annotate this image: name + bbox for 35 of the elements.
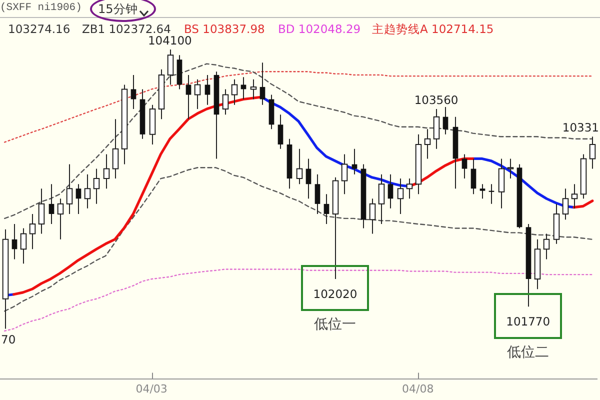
candlestick xyxy=(278,114,284,150)
candlestick xyxy=(480,184,486,200)
candlestick xyxy=(240,76,246,100)
text: 103274.16 xyxy=(8,22,70,36)
candlestick xyxy=(12,224,18,260)
annotation: 102020 xyxy=(313,287,358,302)
candlestick xyxy=(186,74,192,120)
x-tick-label: 04/08 xyxy=(402,382,434,396)
candlestick xyxy=(470,158,476,195)
candlestick xyxy=(442,106,448,135)
chart-title: (SXFF ni1906) xyxy=(0,2,82,14)
text: BD 102048.29 xyxy=(278,22,361,36)
candlestick xyxy=(306,158,312,200)
candlestick xyxy=(48,184,54,225)
annotation: 低位二 xyxy=(507,344,550,360)
chart-subtitle: 15分钟 xyxy=(98,2,138,16)
candlestick xyxy=(462,154,468,180)
candlestick xyxy=(76,184,82,214)
text: 主趋势线A 102714.15 xyxy=(372,22,494,37)
annotation: 10331 xyxy=(562,120,600,135)
annotation: 101770 xyxy=(506,314,550,329)
candlestick xyxy=(324,194,330,225)
candlestick xyxy=(352,148,358,175)
annotation: 低位一 xyxy=(314,316,356,333)
annotation: 103560 xyxy=(414,93,458,107)
candlestick xyxy=(314,174,320,214)
annotation: 70 xyxy=(0,332,16,347)
candlestick xyxy=(260,62,266,106)
x-tick-label: 04/03 xyxy=(136,382,168,396)
candlestick xyxy=(388,174,394,209)
candlestick xyxy=(130,74,136,110)
text: BS 103837.98 xyxy=(184,22,265,36)
annotation: 104100 xyxy=(148,34,192,48)
text: ZB1 102372.64 xyxy=(82,22,171,36)
candlestick xyxy=(204,74,210,106)
